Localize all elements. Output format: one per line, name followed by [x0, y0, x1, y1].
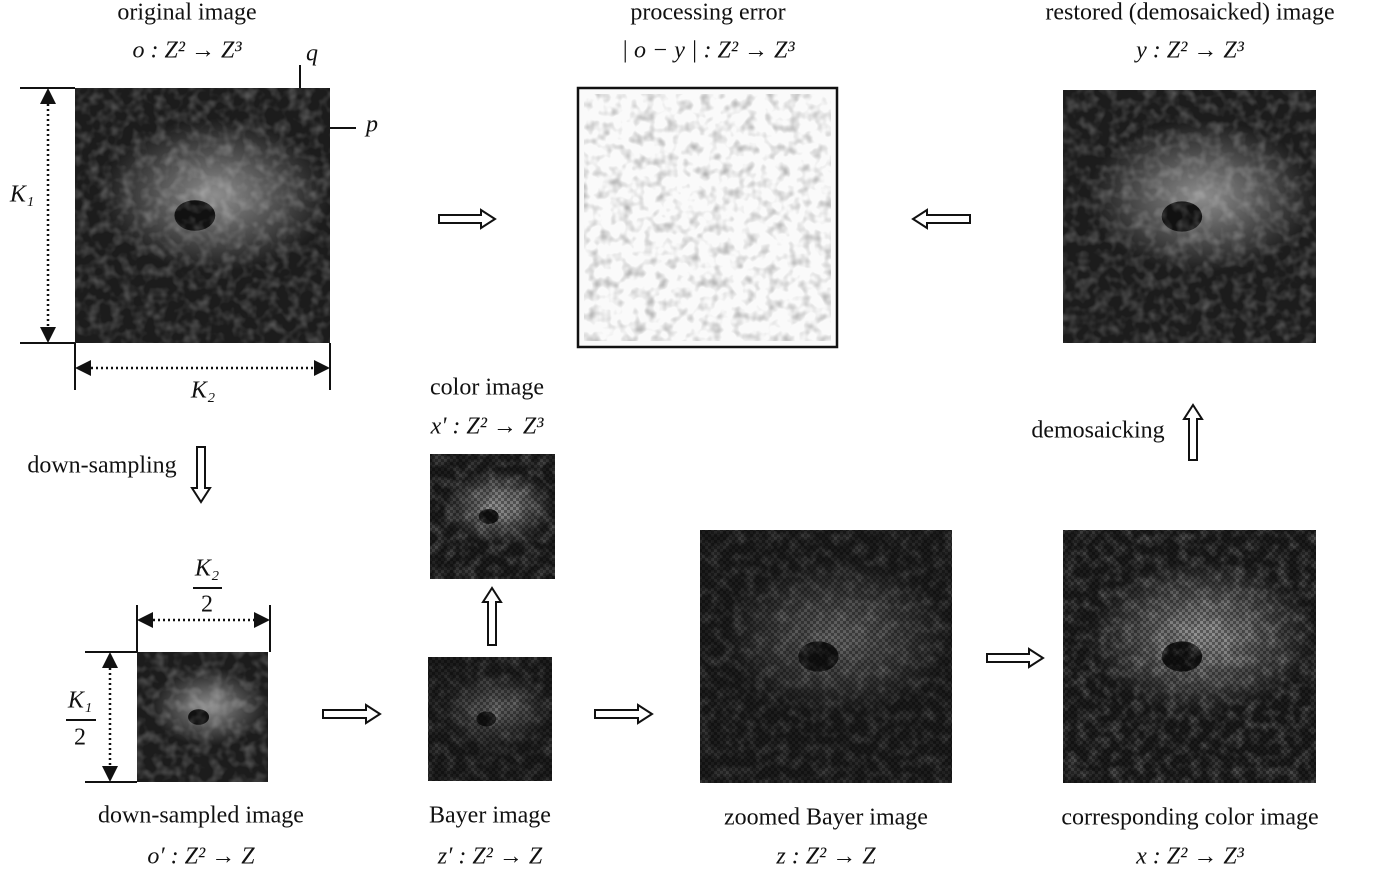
step-label: demosaicking [1031, 418, 1164, 444]
flow-arrow [987, 649, 1043, 667]
fraction-denominator: 2 [201, 592, 213, 618]
formula: o : Z² → Z³ [132, 38, 242, 64]
image-title: original image [117, 0, 256, 26]
dimension-label: K₁ [9, 182, 34, 208]
formula: x : Z² → Z³ [1135, 844, 1245, 870]
arrowhead [314, 360, 330, 376]
bayer-pattern [430, 454, 555, 579]
corner-label: q [306, 41, 318, 67]
arrowhead [137, 612, 153, 628]
step-label: down-sampling [27, 453, 176, 479]
corner-label: p [364, 112, 378, 138]
error-texture [584, 94, 831, 341]
flow-arrow [192, 447, 210, 502]
formula: z′ : Z² → Z [437, 844, 543, 870]
bayer-pattern [700, 530, 952, 783]
image-texture [1063, 90, 1316, 343]
arrowhead [102, 766, 118, 782]
arrowhead [102, 652, 118, 668]
fraction-denominator: 2 [74, 725, 86, 751]
flow-arrow [439, 210, 495, 228]
image-texture [137, 652, 268, 782]
formula: y : Z² → Z³ [1134, 38, 1245, 64]
arrowhead [254, 612, 270, 628]
arrowhead [40, 88, 56, 104]
image-texture [75, 88, 330, 343]
image-title: corresponding color image [1061, 805, 1318, 831]
bayer-pattern [428, 657, 552, 781]
image-title: Bayer image [429, 803, 551, 829]
formula: z : Z² → Z [775, 844, 876, 870]
flow-arrow [913, 210, 970, 228]
arrowhead [40, 327, 56, 343]
formula: o′ : Z² → Z [147, 844, 255, 870]
image-title: down-sampled image [98, 803, 304, 829]
image-title: restored (demosaicked) image [1045, 0, 1334, 26]
image-title: color image [430, 375, 544, 401]
flow-arrow [595, 705, 652, 723]
fraction-numerator: K₂ [194, 556, 219, 582]
bayer-pattern [1063, 530, 1316, 783]
image-title: processing error [630, 0, 785, 26]
formula: x' : Z² → Z³ [430, 414, 545, 440]
formula: | o − y | : Z² → Z³ [621, 38, 795, 64]
flow-arrow [483, 588, 501, 645]
dimension-label: K₂ [190, 378, 215, 404]
flow-arrow [323, 705, 380, 723]
fraction-numerator: K₁ [67, 688, 92, 714]
arrowhead [75, 360, 91, 376]
flow-arrow [1184, 405, 1202, 460]
diagram: original image o : Z² → Z³ q p K₁ K₂ pro… [0, 0, 1385, 875]
image-title: zoomed Bayer image [724, 805, 928, 831]
